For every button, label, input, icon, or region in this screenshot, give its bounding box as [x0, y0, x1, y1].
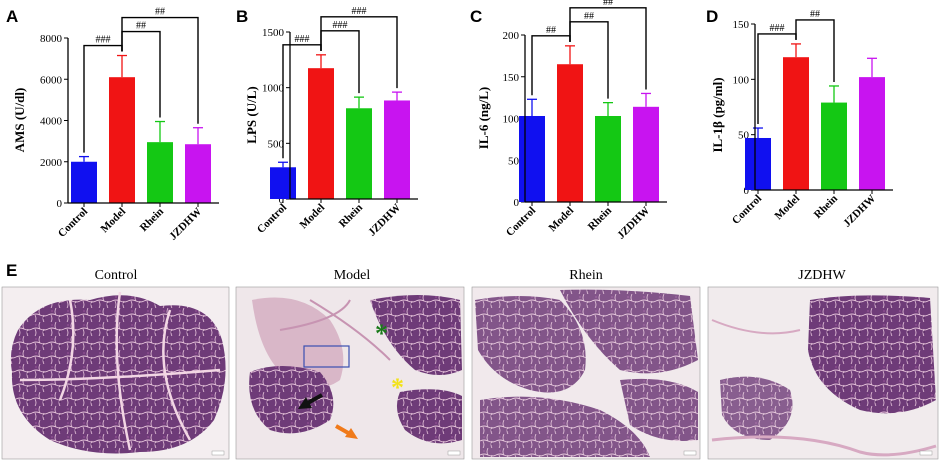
- x-tick-label: JZDHW: [615, 205, 652, 242]
- bar-model: [308, 68, 334, 199]
- x-tick-label: JZDHW: [366, 202, 403, 239]
- x-tick-label: JZDHW: [841, 193, 878, 230]
- bar-rhein: [821, 102, 847, 190]
- significance-label: ##: [603, 0, 613, 8]
- y-tick-label: 200: [503, 30, 520, 42]
- x-tick-label: Control: [504, 205, 538, 239]
- x-tick-label: Model: [98, 206, 128, 236]
- y-axis-label: LPS (U/L): [244, 86, 259, 143]
- x-tick-label: Rhein: [586, 205, 614, 233]
- significance-label: ###: [295, 34, 310, 45]
- svg-text:E: E: [6, 261, 17, 280]
- y-axis-label: AMS (U/dl): [12, 88, 27, 153]
- significance-label: ##: [136, 21, 146, 32]
- significance-bracket: [569, 7, 647, 90]
- svg-text:B: B: [236, 7, 248, 26]
- necrosis-marker: *: [391, 373, 404, 402]
- bar-model: [557, 64, 583, 202]
- y-tick-label: 150: [503, 72, 520, 84]
- significance-label: ###: [770, 23, 785, 34]
- x-tick-label: Control: [255, 202, 289, 236]
- edema-marker: *: [375, 319, 388, 348]
- y-tick-label: 100: [733, 74, 750, 86]
- y-tick-label: 1000: [262, 83, 285, 95]
- significance-bracket: [121, 16, 199, 124]
- x-tick-label: Model: [772, 193, 802, 223]
- x-tick-label: Model: [297, 202, 327, 232]
- chart-panel-a: A AMS (U/dl) 0 2000 4000 6000 8000 Control Mo…: [6, 7, 219, 243]
- x-tick-label: JZDHW: [167, 206, 204, 243]
- y-axis-label: IL-1β (pg/ml): [710, 77, 725, 152]
- bar-control: [745, 137, 771, 190]
- histology-image-control: [1, 286, 230, 460]
- orange-arrow-icon: [335, 424, 358, 439]
- bar-control: [270, 167, 296, 199]
- y-tick-label: 6000: [40, 74, 63, 86]
- svg-text:A: A: [6, 7, 18, 26]
- y-tick-label: 1500: [262, 27, 285, 39]
- svg-text:C: C: [470, 7, 482, 26]
- x-tick-label: Rhein: [812, 193, 840, 221]
- significance-label: ###: [96, 35, 111, 46]
- bar-jzdhw: [859, 77, 885, 190]
- x-tick-label: Rhein: [337, 202, 365, 230]
- svg-text:D: D: [706, 7, 718, 26]
- y-tick-label: 0: [514, 197, 520, 209]
- y-axis-label: IL-6 (ng/L): [476, 87, 491, 149]
- bar-control: [71, 161, 97, 203]
- histology-image-jzdhw: [707, 286, 939, 460]
- bar-control: [519, 115, 545, 202]
- bar-jzdhw: [633, 106, 659, 202]
- caption-jzdhw: JZDHW: [798, 268, 846, 283]
- x-tick-label: Control: [730, 193, 764, 227]
- y-tick-label: 0: [279, 194, 285, 206]
- bar-model: [109, 77, 135, 203]
- significance-label: ##: [546, 25, 556, 36]
- x-tick-label: Control: [56, 206, 90, 240]
- y-tick-label: 0: [57, 198, 63, 210]
- y-tick-label: 50: [508, 155, 520, 167]
- significance-label: ##: [584, 11, 594, 22]
- bar-rhein: [595, 115, 621, 202]
- significance-bracket: [320, 16, 398, 89]
- bar-model: [783, 57, 809, 191]
- histology-image-rhein: [471, 286, 701, 460]
- bar-jzdhw: [384, 100, 410, 199]
- y-tick-label: 4000: [40, 116, 63, 128]
- y-tick-label: 8000: [40, 33, 63, 45]
- chart-panel-b: B LPS (U/L) 0 500 1000 1500 Control Model Rhe…: [236, 6, 418, 239]
- chart-panel-c: C IL-6 (ng/L) 0 50 100 150 200 Control Model R…: [470, 0, 667, 242]
- x-tick-label: Rhein: [138, 206, 166, 234]
- bar-rhein: [346, 108, 372, 199]
- y-tick-label: 50: [738, 130, 750, 142]
- significance-label: ###: [333, 20, 348, 31]
- bar-rhein: [147, 142, 173, 203]
- y-tick-label: 500: [268, 138, 285, 150]
- caption-model: Model: [334, 268, 371, 283]
- chart-panel-d: D IL-1β (pg/ml) 0 50 100 150 Control Model Rh…: [706, 7, 893, 230]
- caption-control: Control: [95, 268, 138, 283]
- x-tick-label: Model: [546, 205, 576, 235]
- histology-image-model: * *: [235, 286, 465, 460]
- significance-bracket: [795, 19, 835, 82]
- black-arrow-icon: [298, 393, 323, 409]
- y-tick-label: 100: [503, 114, 520, 126]
- y-tick-label: 2000: [40, 157, 63, 169]
- caption-rhein: Rhein: [569, 268, 602, 283]
- significance-label: ##: [155, 7, 165, 18]
- y-tick-label: 0: [744, 185, 750, 197]
- histology-panel-e: E Control Model Rhein JZDHW * *: [1, 261, 939, 460]
- bar-jzdhw: [185, 144, 211, 203]
- significance-label: ##: [810, 9, 820, 20]
- y-tick-label: 150: [733, 19, 750, 31]
- significance-label: ###: [352, 6, 367, 17]
